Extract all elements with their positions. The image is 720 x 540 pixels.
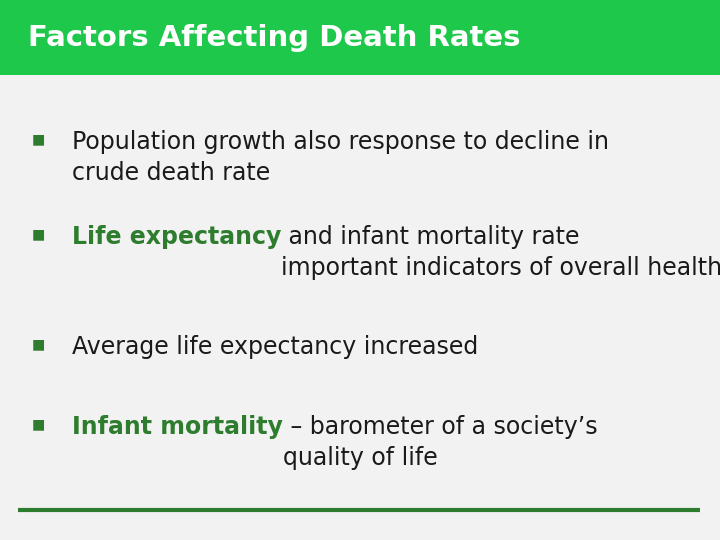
- Text: ■: ■: [31, 338, 45, 352]
- FancyBboxPatch shape: [0, 0, 720, 75]
- Text: – barometer of a society’s
quality of life: – barometer of a society’s quality of li…: [283, 415, 598, 470]
- Text: and infant mortality rate
important indicators of overall health: and infant mortality rate important indi…: [282, 225, 720, 280]
- Text: Average life expectancy increased: Average life expectancy increased: [72, 335, 478, 359]
- Text: Factors Affecting Death Rates: Factors Affecting Death Rates: [28, 24, 521, 51]
- Text: ■: ■: [31, 132, 45, 146]
- Text: ■: ■: [31, 227, 45, 241]
- Text: Infant mortality: Infant mortality: [72, 415, 283, 439]
- Text: Population growth also response to decline in
crude death rate: Population growth also response to decli…: [72, 130, 609, 185]
- Text: ■: ■: [31, 417, 45, 431]
- Text: Life expectancy: Life expectancy: [72, 225, 282, 249]
